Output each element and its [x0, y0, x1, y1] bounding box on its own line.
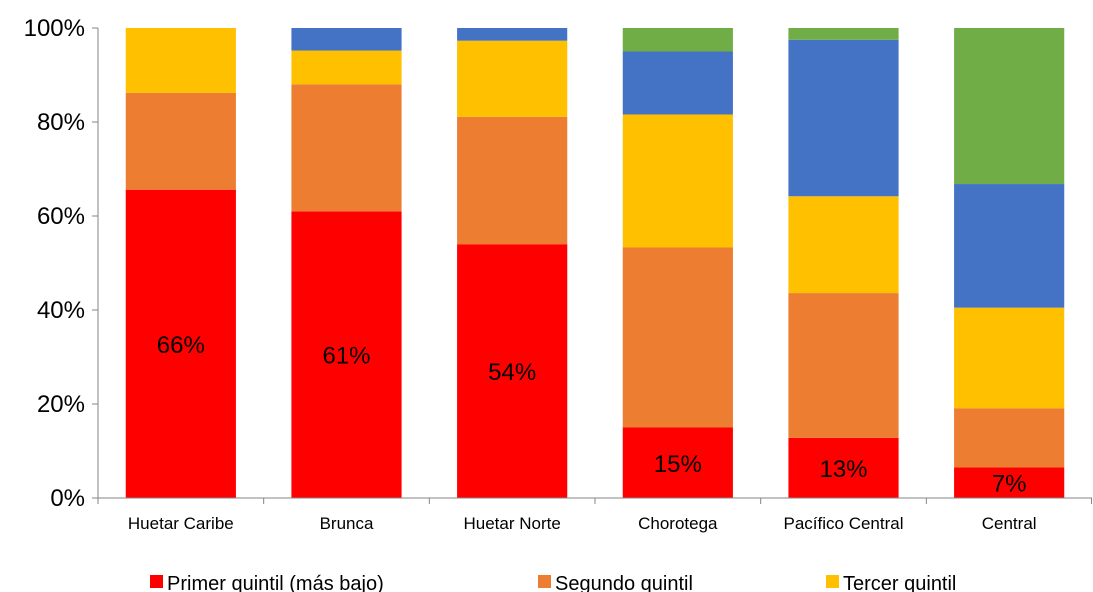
legend-label: Primer quintil (más bajo) [167, 573, 384, 592]
bar-segment-1-4 [622, 427, 733, 498]
y-tick-label: 100% [24, 15, 85, 42]
legend-swatch [826, 575, 839, 588]
x-axis: Huetar Caribe Brunca Huetar Norte Chorotega… [97, 497, 1092, 533]
y-tick-label: 0% [50, 485, 85, 512]
bar-segment-3-5 [788, 196, 899, 294]
y-tick-label: 20% [37, 391, 85, 418]
bar-segment-1-1 [125, 189, 236, 498]
bar-segment-2-4 [622, 247, 733, 428]
legend-label: Tercer quintil [843, 573, 956, 592]
legend-item: Tercer quintil [826, 573, 956, 592]
bar-segment-4-4 [622, 51, 733, 115]
legend-item: Primer quintil (más bajo) [150, 573, 384, 592]
bar-segment-2-1 [125, 92, 236, 190]
data-label: 54% [488, 359, 536, 386]
x-tick-label: Huetar Norte [464, 514, 561, 533]
bar-segment-3-1 [125, 28, 236, 93]
bar-segment-3-6 [954, 307, 1065, 409]
data-labels: 66% 61% 54% 15% 13% 7% [157, 332, 1027, 498]
x-tick-label: Brunca [320, 514, 374, 533]
data-label: 61% [322, 343, 370, 370]
legend-label: Segundo quintil [555, 573, 693, 592]
bar-segment-3-3 [457, 40, 568, 117]
data-label: 66% [157, 332, 205, 359]
y-axis: 0% 20% 40% 60% 80% 100% [24, 15, 99, 512]
x-tick-label: Chorotega [638, 514, 718, 533]
bar-segment-2-2 [291, 84, 402, 212]
bar-segment-2-6 [954, 408, 1065, 468]
bar-segment-3-2 [291, 50, 402, 85]
legend-swatch [150, 575, 163, 588]
legend-swatch [538, 575, 551, 588]
bar-segment-5-5 [788, 28, 899, 40]
bar-segment-5-4 [622, 28, 733, 52]
y-tick-label: 80% [37, 109, 85, 136]
data-label: 15% [654, 451, 702, 478]
bar-segment-1-2 [291, 211, 402, 499]
bar-segment-4-3 [457, 28, 568, 41]
bar-segment-2-3 [457, 116, 568, 245]
x-tick-label: Pacífico Central [784, 514, 904, 533]
y-tick-label: 40% [37, 297, 85, 324]
legend: Primer quintil (más bajo) Segundo quintil… [150, 573, 956, 592]
bar-segment-5-6 [954, 28, 1065, 185]
bar-segment-1-3 [457, 244, 568, 498]
data-label: 13% [819, 456, 867, 483]
bars-group [125, 28, 1065, 499]
bar-segment-4-6 [954, 184, 1065, 308]
bar-segment-1-6 [954, 467, 1065, 498]
bar-segment-4-2 [291, 28, 402, 51]
bar-segment-1-5 [788, 437, 899, 498]
legend-item: Segundo quintil [538, 573, 693, 592]
x-tick-label: Central [982, 514, 1037, 533]
x-tick-label: Huetar Caribe [128, 514, 234, 533]
y-tick-label: 60% [37, 203, 85, 230]
data-label: 7% [992, 471, 1027, 498]
bar-segment-4-5 [788, 39, 899, 197]
bar-segment-3-4 [622, 114, 733, 248]
bar-segment-2-5 [788, 293, 899, 438]
